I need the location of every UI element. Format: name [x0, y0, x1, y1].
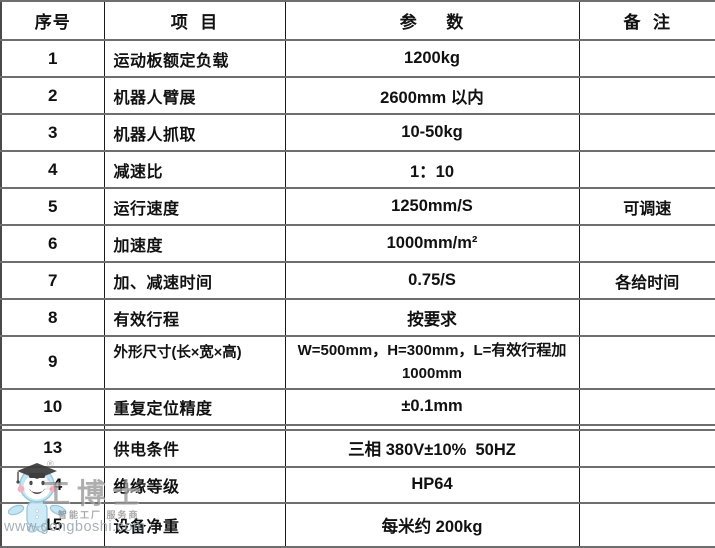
header-serial: 序号	[0, 0, 105, 41]
separator-cell	[578, 423, 715, 431]
cell-note	[578, 76, 715, 115]
cell-item: 重复定位精度	[103, 387, 286, 426]
cell-parameter: 1：10	[284, 150, 580, 189]
cell-note	[578, 501, 715, 548]
cell-item: 机器人抓取	[103, 113, 286, 152]
table-row: 14 绝缘等级 HP64	[0, 465, 715, 504]
table-row: 15 设备净重 每米约 200kg	[0, 501, 715, 548]
cell-item: 设备净重	[103, 501, 286, 548]
cell-parameter: HP64	[284, 465, 580, 504]
table-row: 4 减速比 1：10	[0, 150, 715, 189]
table-row: 9 外形尺寸(长×宽×高) W=500mm，H=300mm，L=有效行程加 10…	[0, 335, 715, 390]
cell-item: 运行速度	[103, 187, 286, 226]
table-row: 3 机器人抓取 10-50kg	[0, 113, 715, 152]
header-parameter: 参 数	[284, 0, 580, 41]
cell-serial: 14	[0, 465, 105, 504]
cell-note	[578, 387, 715, 426]
cell-item: 有效行程	[103, 298, 286, 337]
header-note: 备 注	[578, 0, 715, 41]
cell-serial: 7	[0, 261, 105, 300]
header-item: 项 目	[103, 0, 286, 41]
cell-note	[578, 113, 715, 152]
cell-parameter: 10-50kg	[284, 113, 580, 152]
cell-note	[578, 298, 715, 337]
cell-parameter: 1200kg	[284, 39, 580, 78]
cell-item: 加、减速时间	[103, 261, 286, 300]
cell-item: 加速度	[103, 224, 286, 263]
cell-serial: 3	[0, 113, 105, 152]
cell-parameter: 2600mm 以内	[284, 76, 580, 115]
cell-parameter: 0.75/S	[284, 261, 580, 300]
cell-parameter: ±0.1mm	[284, 387, 580, 426]
cell-item: 外形尺寸(长×宽×高)	[103, 335, 286, 390]
table-row: 1 运动板额定负载 1200kg	[0, 39, 715, 78]
table-row: 2 机器人臂展 2600mm 以内	[0, 76, 715, 115]
table-row: 10 重复定位精度 ±0.1mm	[0, 387, 715, 426]
cell-serial: 15	[0, 501, 105, 548]
cell-note: 各给时间	[578, 261, 715, 300]
cell-serial: 1	[0, 39, 105, 78]
table-row: 13 供电条件 三相 380V±10% 50HZ	[0, 428, 715, 468]
cell-note	[578, 224, 715, 263]
table-row: 7 加、减速时间 0.75/S 各给时间	[0, 261, 715, 300]
cell-item: 机器人臂展	[103, 76, 286, 115]
cell-item: 绝缘等级	[103, 465, 286, 504]
cell-note	[578, 428, 715, 468]
table-row: 6 加速度 1000mm/m²	[0, 224, 715, 263]
cell-parameter: 三相 380V±10% 50HZ	[284, 428, 580, 468]
cell-serial: 5	[0, 187, 105, 226]
cell-serial: 6	[0, 224, 105, 263]
header-row: 序号 项 目 参 数 备 注	[0, 0, 715, 41]
table-row: 5 运行速度 1250mm/S 可调速	[0, 187, 715, 226]
cell-note	[578, 39, 715, 78]
cell-parameter: 1000mm/m²	[284, 224, 580, 263]
cell-note	[578, 335, 715, 390]
cell-note	[578, 150, 715, 189]
cell-item: 供电条件	[103, 428, 286, 468]
cell-item: 运动板额定负载	[103, 39, 286, 78]
cell-serial: 13	[0, 428, 105, 468]
cell-note: 可调速	[578, 187, 715, 226]
cell-serial: 8	[0, 298, 105, 337]
cell-serial: 4	[0, 150, 105, 189]
cell-parameter: 按要求	[284, 298, 580, 337]
cell-parameter: 每米约 200kg	[284, 501, 580, 548]
cell-serial: 2	[0, 76, 105, 115]
cell-item: 减速比	[103, 150, 286, 189]
cell-parameter: 1250mm/S	[284, 187, 580, 226]
cell-serial: 9	[0, 335, 105, 390]
cell-parameter: W=500mm，H=300mm，L=有效行程加 1000mm	[284, 335, 580, 390]
separator-row	[0, 423, 715, 431]
cell-serial: 10	[0, 387, 105, 426]
cell-note	[578, 465, 715, 504]
table-row: 8 有效行程 按要求	[0, 298, 715, 337]
